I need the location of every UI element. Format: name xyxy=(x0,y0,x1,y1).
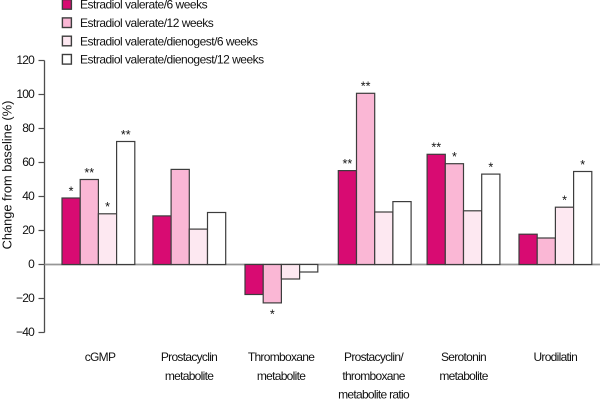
svg-text:20: 20 xyxy=(22,223,35,237)
svg-text:**: ** xyxy=(431,141,441,155)
svg-text:**: ** xyxy=(121,128,131,142)
svg-text:Urodilatin: Urodilatin xyxy=(533,350,577,364)
svg-text:Estradiol valerate/dienogest/6: Estradiol valerate/dienogest/6 weeks xyxy=(80,34,258,48)
svg-text:*: * xyxy=(105,200,110,214)
svg-text:*: * xyxy=(69,184,74,198)
svg-text:**: ** xyxy=(84,166,94,180)
svg-text:40: 40 xyxy=(22,189,35,203)
svg-text:*: * xyxy=(580,158,585,172)
svg-text:metabolite: metabolite xyxy=(257,369,306,383)
svg-text:cGMP: cGMP xyxy=(85,350,116,364)
svg-text:*: * xyxy=(562,194,567,208)
svg-text:**: ** xyxy=(343,157,353,171)
svg-text:*: * xyxy=(488,161,493,175)
svg-text:metabolite ratio: metabolite ratio xyxy=(338,388,410,400)
svg-text:Estradiol valerate/dienogest/1: Estradiol valerate/dienogest/12 weeks xyxy=(80,53,264,67)
svg-text:Estradiol valerate/12 weeks: Estradiol valerate/12 weeks xyxy=(80,16,214,30)
svg-text:60: 60 xyxy=(22,155,35,169)
svg-text:*: * xyxy=(452,150,457,164)
svg-text:100: 100 xyxy=(16,87,35,101)
svg-text:Estradiol valerate/6 weeks: Estradiol valerate/6 weeks xyxy=(80,0,208,12)
svg-text:Thromboxane: Thromboxane xyxy=(248,350,315,364)
svg-text:Change from baseline (%): Change from baseline (%) xyxy=(0,101,15,250)
svg-text:Prostacyclin/: Prostacyclin/ xyxy=(344,350,404,364)
svg-text:Serotonin: Serotonin xyxy=(441,350,486,364)
svg-text:metabolite: metabolite xyxy=(439,369,488,383)
svg-text:*: * xyxy=(270,308,275,322)
svg-text:80: 80 xyxy=(22,121,35,135)
svg-text:−40: −40 xyxy=(16,325,35,339)
svg-text:−20: −20 xyxy=(16,291,35,305)
svg-text:0: 0 xyxy=(28,257,35,271)
svg-text:120: 120 xyxy=(16,53,35,67)
svg-text:**: ** xyxy=(361,80,371,94)
svg-text:Prostacyclin: Prostacyclin xyxy=(161,350,217,364)
svg-text:thromboxane: thromboxane xyxy=(342,369,405,383)
svg-text:metabolite: metabolite xyxy=(165,369,214,383)
